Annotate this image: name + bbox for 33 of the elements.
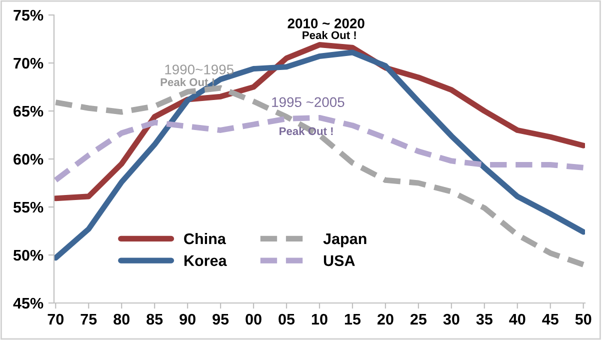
x-tick-label: 40	[509, 314, 526, 325]
y-tick-label: 70%	[14, 58, 44, 69]
x-tick-label: 95	[212, 314, 229, 325]
x-tick-label: 75	[80, 314, 97, 325]
x-tick-label: 80	[114, 314, 130, 325]
annotation: Peak Out !	[160, 78, 214, 86]
y-tick-label: 50%	[13, 250, 44, 261]
legend-label: Japan	[323, 234, 366, 248]
x-tick-label: 00	[246, 314, 262, 325]
x-tick-label: 15	[344, 314, 361, 325]
legend-label: Korea	[184, 255, 227, 266]
x-tick-label: 20	[378, 314, 394, 325]
y-tick-label: 65%	[14, 106, 44, 117]
x-tick-label: 70	[48, 314, 64, 325]
x-tick-label: 85	[146, 314, 163, 325]
annotation: 1995 ~2005	[272, 97, 344, 108]
y-tick-label: 45%	[13, 298, 44, 309]
legend-label: USA	[324, 255, 355, 266]
annotation: 1990~1995	[165, 64, 234, 74]
annotation: 2010 ~ 2020	[288, 18, 364, 28]
y-tick-label: 55%	[13, 202, 44, 213]
legend-label: China	[184, 232, 226, 244]
x-tick-label: 05	[278, 314, 295, 325]
y-tick-label: 75%	[14, 10, 44, 21]
x-tick-label: 50	[575, 314, 592, 325]
x-tick-label: 25	[410, 314, 427, 325]
x-tick-label: 90	[180, 314, 196, 325]
y-tick-label: 60%	[14, 154, 44, 165]
x-tick-label: 35	[476, 314, 492, 325]
x-tick-label: 30	[443, 314, 460, 325]
x-tick-label: 45	[542, 314, 558, 325]
annotation: Peak Out !	[302, 30, 356, 40]
x-tick-label: 10	[312, 314, 328, 325]
